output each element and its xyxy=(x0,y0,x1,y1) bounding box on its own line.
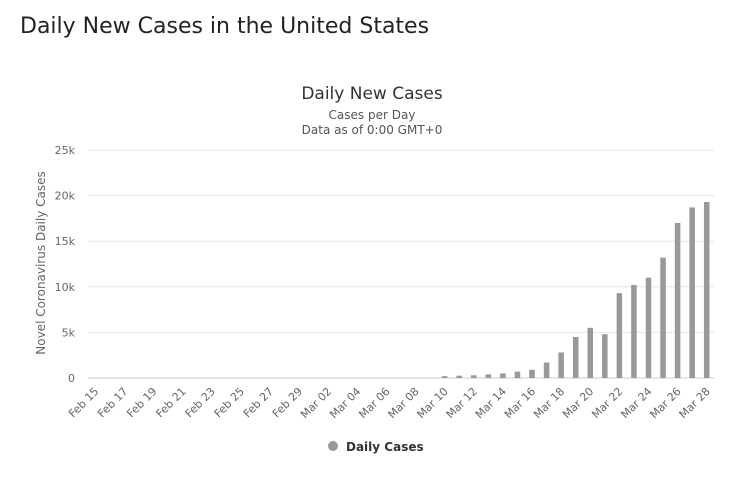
bar[interactable] xyxy=(616,293,623,378)
bar[interactable] xyxy=(602,334,608,378)
bar[interactable] xyxy=(631,284,637,378)
bar[interactable] xyxy=(543,362,550,378)
x-tick-label: Feb 23 xyxy=(183,385,218,420)
bar[interactable] xyxy=(456,375,462,378)
y-axis-label: Novel Coronavirus Daily Cases xyxy=(34,171,48,354)
x-tick-label: Mar 02 xyxy=(298,385,334,421)
bar[interactable] xyxy=(441,376,448,378)
y-tick-label: 5k xyxy=(62,326,76,339)
x-tick-label: Feb 21 xyxy=(153,385,188,420)
x-tick-label: Mar 04 xyxy=(327,385,363,421)
x-tick-label: Mar 14 xyxy=(473,385,509,421)
bar[interactable] xyxy=(660,257,666,378)
legend[interactable]: Daily Cases xyxy=(328,440,424,454)
legend-label[interactable]: Daily Cases xyxy=(346,440,424,454)
bar[interactable] xyxy=(587,327,594,378)
x-tick-label: Mar 08 xyxy=(385,385,421,421)
x-tick-label: Mar 12 xyxy=(444,385,480,421)
x-tick-label: Mar 18 xyxy=(531,385,567,421)
x-tick-label: Mar 22 xyxy=(589,385,625,421)
y-tick-label: 25k xyxy=(55,144,76,157)
x-tick-label: Feb 19 xyxy=(124,385,159,420)
x-tick-label: Mar 24 xyxy=(618,385,654,421)
bar-layer xyxy=(441,201,710,378)
bar[interactable] xyxy=(645,277,652,378)
bar[interactable] xyxy=(485,374,492,378)
y-tick-label: 0 xyxy=(68,372,75,385)
y-tick-label: 10k xyxy=(55,281,76,294)
x-tick-label: Feb 15 xyxy=(66,385,101,420)
x-tick-label: Mar 10 xyxy=(415,385,451,421)
bar[interactable] xyxy=(529,369,535,378)
chart-subtitle-date: Data as of 0:00 GMT+0 xyxy=(302,123,443,137)
y-tick-label: 20k xyxy=(55,190,76,203)
bar[interactable] xyxy=(689,207,695,378)
x-tick-label: Mar 16 xyxy=(502,385,538,421)
bar[interactable] xyxy=(500,373,506,378)
bar[interactable] xyxy=(558,352,564,378)
x-tick-label: Feb 25 xyxy=(212,385,247,420)
bar[interactable] xyxy=(471,375,477,378)
legend-marker[interactable] xyxy=(328,441,338,451)
bar[interactable] xyxy=(674,222,681,378)
page-title: Daily New Cases in the United States xyxy=(20,14,430,39)
y-tick-label: 15k xyxy=(55,235,76,248)
grid-layer: 0 5k 10k 15k 20k 25k xyxy=(55,144,714,385)
bar[interactable] xyxy=(703,201,710,378)
x-tick-label: Mar 06 xyxy=(356,385,392,421)
x-tick-label: Mar 20 xyxy=(560,385,596,421)
chart-subtitle: Cases per Day xyxy=(329,108,416,122)
bar[interactable] xyxy=(514,371,521,378)
x-tick-label: Mar 28 xyxy=(677,385,713,421)
x-tick-label: Mar 26 xyxy=(647,385,683,421)
bar[interactable] xyxy=(572,336,579,378)
x-tick-label: Feb 17 xyxy=(95,385,130,420)
chart-title: Daily New Cases xyxy=(301,84,443,104)
x-tick-label: Feb 27 xyxy=(241,385,276,420)
